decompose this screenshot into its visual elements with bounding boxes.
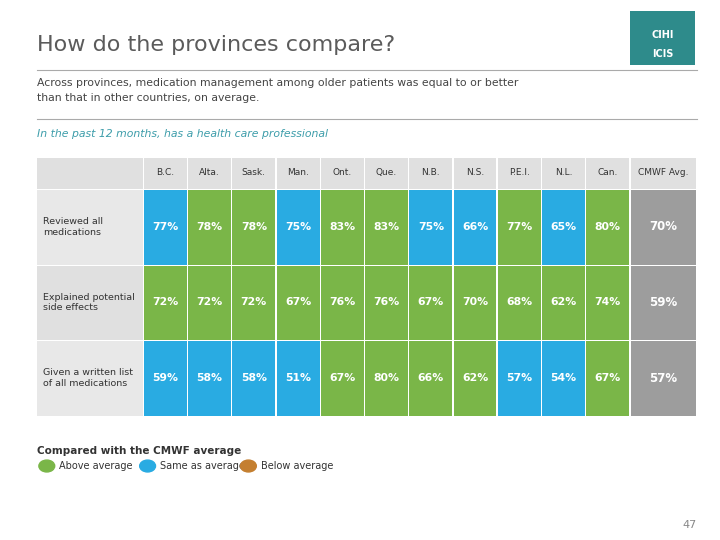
Text: 65%: 65% <box>551 222 577 232</box>
Text: 57%: 57% <box>649 372 677 384</box>
Text: 58%: 58% <box>197 373 222 383</box>
Text: 57%: 57% <box>506 373 532 383</box>
Text: ICIS: ICIS <box>652 49 673 59</box>
Text: Man.: Man. <box>287 168 309 177</box>
Text: 75%: 75% <box>285 222 311 232</box>
Text: 47: 47 <box>683 520 697 530</box>
Text: 78%: 78% <box>197 222 222 232</box>
Text: 62%: 62% <box>550 298 577 307</box>
Text: Explained potential
side effects: Explained potential side effects <box>43 293 135 312</box>
Text: In the past 12 months, has a health care professional: In the past 12 months, has a health care… <box>37 129 328 139</box>
Text: Can.: Can. <box>598 168 618 177</box>
Text: 58%: 58% <box>241 373 267 383</box>
Text: N.L.: N.L. <box>555 168 572 177</box>
Text: 67%: 67% <box>595 373 621 383</box>
Text: 59%: 59% <box>649 296 678 309</box>
Text: Below average: Below average <box>261 461 333 471</box>
Text: CMWF Avg.: CMWF Avg. <box>638 168 688 177</box>
Text: 83%: 83% <box>374 222 400 232</box>
Text: 70%: 70% <box>649 220 677 233</box>
Text: 66%: 66% <box>462 222 488 232</box>
Text: 72%: 72% <box>197 298 222 307</box>
Text: 77%: 77% <box>506 222 532 232</box>
Text: 75%: 75% <box>418 222 444 232</box>
Text: 74%: 74% <box>595 298 621 307</box>
Text: N.B.: N.B. <box>421 168 440 177</box>
Text: 77%: 77% <box>152 222 179 232</box>
Text: 83%: 83% <box>329 222 356 232</box>
Text: 72%: 72% <box>240 298 267 307</box>
Text: 67%: 67% <box>418 298 444 307</box>
Text: 80%: 80% <box>595 222 621 232</box>
Text: Same as average: Same as average <box>160 461 245 471</box>
Text: Reviewed all
medications: Reviewed all medications <box>43 217 103 237</box>
Text: Que.: Que. <box>376 168 397 177</box>
Text: 80%: 80% <box>374 373 400 383</box>
Text: 76%: 76% <box>329 298 356 307</box>
Text: Sask.: Sask. <box>242 168 266 177</box>
Text: P.E.I.: P.E.I. <box>509 168 530 177</box>
Text: Compared with the CMWF average: Compared with the CMWF average <box>37 446 242 456</box>
Text: 59%: 59% <box>153 373 179 383</box>
Text: CIHI: CIHI <box>651 30 674 40</box>
Text: 72%: 72% <box>152 298 179 307</box>
Text: 76%: 76% <box>374 298 400 307</box>
Text: 67%: 67% <box>329 373 356 383</box>
Text: 78%: 78% <box>240 222 267 232</box>
Text: 62%: 62% <box>462 373 488 383</box>
Text: Given a written list
of all medications: Given a written list of all medications <box>43 368 133 388</box>
Text: How do the provinces compare?: How do the provinces compare? <box>37 35 395 55</box>
Text: Across provinces, medication management among older patients was equal to or bet: Across provinces, medication management … <box>37 78 519 103</box>
Text: 70%: 70% <box>462 298 488 307</box>
Text: Alta.: Alta. <box>199 168 220 177</box>
Text: 51%: 51% <box>285 373 311 383</box>
Text: 66%: 66% <box>418 373 444 383</box>
Text: 67%: 67% <box>285 298 311 307</box>
Text: 68%: 68% <box>506 298 532 307</box>
Text: B.C.: B.C. <box>156 168 174 177</box>
Text: N.S.: N.S. <box>466 168 484 177</box>
Text: Ont.: Ont. <box>333 168 352 177</box>
Text: 54%: 54% <box>551 373 577 383</box>
Text: Above average: Above average <box>59 461 132 471</box>
